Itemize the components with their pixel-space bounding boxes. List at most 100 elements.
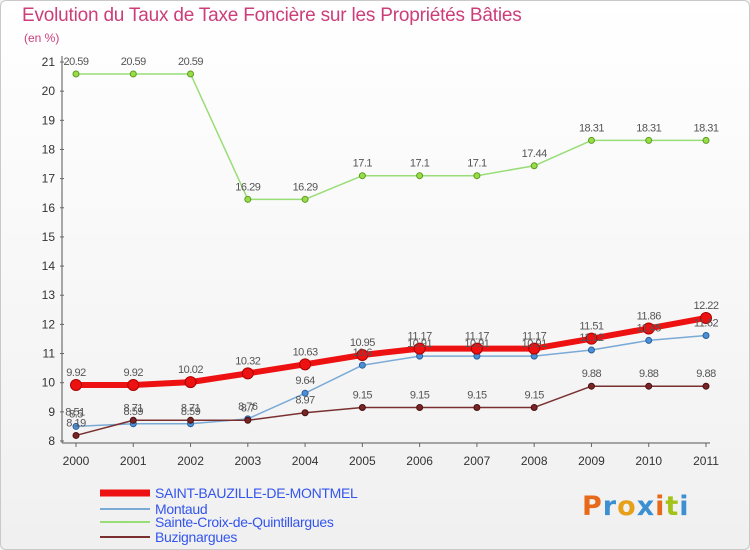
data-label: 9.88 xyxy=(582,368,602,380)
data-label: 9.64 xyxy=(295,375,315,387)
data-point xyxy=(702,136,710,144)
data-point xyxy=(473,403,481,411)
data-point xyxy=(642,322,655,335)
data-label: 10.91 xyxy=(407,338,432,350)
data-label: 9.15 xyxy=(524,389,544,401)
data-label: 8.76 xyxy=(238,401,258,413)
x-tick-label: 2008 xyxy=(521,454,548,468)
logo-letter: i xyxy=(679,491,690,522)
data-label: 10.02 xyxy=(178,364,203,376)
legend-label: Buzignargues xyxy=(155,529,237,545)
y-tick-label: 11 xyxy=(43,347,56,361)
data-point xyxy=(358,361,366,369)
data-point xyxy=(645,382,653,390)
y-tick-label: 15 xyxy=(42,230,56,244)
data-point xyxy=(299,358,312,371)
data-point xyxy=(241,367,254,380)
data-point xyxy=(72,422,80,430)
data-label: 9.15 xyxy=(410,389,430,401)
data-label: 9.88 xyxy=(639,368,659,380)
y-tick-label: 14 xyxy=(42,259,56,273)
proxiti-logo: Proxiti xyxy=(582,491,690,522)
data-label: 11.17 xyxy=(465,331,490,343)
series-line-1 xyxy=(75,334,707,428)
data-label: 17.44 xyxy=(522,148,547,160)
chart-title: Evolution du Taux de Taxe Foncière sur l… xyxy=(22,5,522,26)
data-label: 8.59 xyxy=(181,406,201,418)
data-point xyxy=(244,195,252,203)
y-tick-label: 17 xyxy=(42,172,56,186)
data-label: 11.51 xyxy=(579,321,604,333)
data-point xyxy=(127,379,140,392)
data-point xyxy=(702,382,710,390)
legend-label: Montaud xyxy=(155,501,207,517)
data-label: 18.31 xyxy=(636,122,661,134)
x-tick-label: 2006 xyxy=(406,454,433,468)
data-label: 10.95 xyxy=(350,337,375,349)
data-label: 10.63 xyxy=(293,346,318,358)
data-label: 9.15 xyxy=(353,389,373,401)
data-point xyxy=(700,311,712,324)
data-label: 17.1 xyxy=(353,158,373,170)
data-label: 9.88 xyxy=(696,368,716,380)
data-point xyxy=(416,403,424,411)
x-tick-label: 2009 xyxy=(578,454,605,468)
data-point xyxy=(416,172,424,180)
data-point xyxy=(473,172,481,180)
x-tick-label: 2004 xyxy=(292,454,319,468)
data-label: 8.97 xyxy=(295,395,315,407)
data-point xyxy=(129,416,137,424)
data-label: 8.59 xyxy=(124,406,144,418)
x-tick-label: 2011 xyxy=(693,454,719,468)
data-point xyxy=(187,416,195,424)
series-line-3 xyxy=(75,385,706,437)
data-point xyxy=(244,416,252,424)
data-point xyxy=(530,403,538,411)
data-point xyxy=(70,379,82,392)
series-line-0 xyxy=(76,315,707,389)
data-label: 9.15 xyxy=(467,389,487,401)
data-label: 10.32 xyxy=(235,355,260,367)
y-tick-label: 21 xyxy=(42,55,56,69)
x-tick-label: 2001 xyxy=(120,454,147,468)
data-point xyxy=(587,382,595,390)
series-line-2 xyxy=(76,73,706,201)
data-point xyxy=(413,342,426,355)
y-tick-label: 12 xyxy=(42,317,56,331)
logo-letter: r xyxy=(602,491,618,522)
data-label: 9.92 xyxy=(124,367,144,379)
data-point xyxy=(470,342,483,355)
data-point xyxy=(585,332,598,345)
logo-letter: t xyxy=(665,491,680,522)
data-label: 10.91 xyxy=(522,338,547,350)
data-label: 11.12 xyxy=(579,332,604,344)
logo-letter: i xyxy=(655,491,666,522)
data-label: 20.59 xyxy=(63,56,88,68)
data-point xyxy=(301,409,309,417)
data-label: 8.5 xyxy=(69,408,83,420)
data-label: 20.59 xyxy=(178,56,203,68)
data-label: 17.1 xyxy=(410,158,430,170)
logo-letter: x xyxy=(636,491,656,522)
data-point xyxy=(587,346,595,354)
data-label: 18.31 xyxy=(693,122,718,134)
data-label: 17.1 xyxy=(467,158,487,170)
logo-letter: P xyxy=(582,491,603,522)
y-tick-label: 19 xyxy=(42,113,56,127)
y-tick-label: 9 xyxy=(48,405,55,419)
data-label: 10.6 xyxy=(353,347,373,359)
data-label: 10.91 xyxy=(464,338,489,350)
data-point xyxy=(187,70,195,78)
y-tick-label: 10 xyxy=(42,376,56,390)
data-point xyxy=(301,195,309,203)
data-point xyxy=(356,348,369,361)
data-label: 12.22 xyxy=(693,300,718,312)
data-point xyxy=(358,403,366,411)
data-point xyxy=(702,331,710,339)
data-point xyxy=(72,431,80,439)
data-label: 8.51 xyxy=(65,406,85,418)
data-label: 8.7 xyxy=(241,402,255,414)
data-label: 8.19 xyxy=(66,417,86,429)
